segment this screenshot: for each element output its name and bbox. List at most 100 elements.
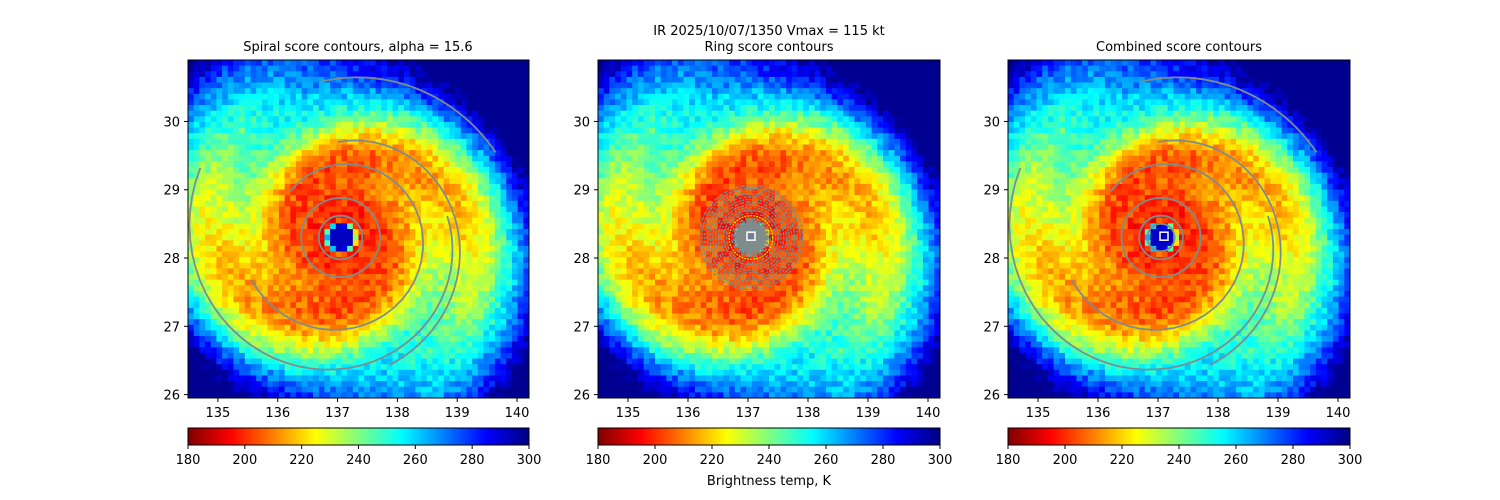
ir-pixel xyxy=(199,307,206,315)
ir-pixel xyxy=(330,262,337,270)
ir-pixel xyxy=(290,381,297,388)
ir-pixel xyxy=(426,217,433,224)
ir-pixel xyxy=(239,60,246,67)
ir-pixel xyxy=(900,138,907,146)
ir-pixel xyxy=(523,206,529,213)
ir-pixel xyxy=(392,144,399,151)
ir-pixel xyxy=(267,381,274,388)
x-axis-spiral: 135 136 137 138 139 140 xyxy=(205,398,529,421)
ir-pixel xyxy=(928,138,935,146)
ir-pixel xyxy=(210,105,218,112)
ir-pixel xyxy=(330,307,337,315)
ir-pixel xyxy=(746,93,753,101)
ir-pixel xyxy=(774,144,781,151)
ir-pixel xyxy=(199,240,206,247)
ir-pixel xyxy=(797,178,804,185)
ir-pixel xyxy=(637,71,645,78)
ir-pixel xyxy=(330,358,337,365)
ir-pixel xyxy=(494,99,502,106)
ir-pixel xyxy=(421,138,428,146)
ir-pixel xyxy=(506,375,513,382)
ir-pixel xyxy=(369,183,377,191)
ir-pixel xyxy=(244,105,252,112)
ir-pixel xyxy=(483,121,490,129)
ir-pixel xyxy=(489,206,496,213)
ir-pixel xyxy=(911,178,918,185)
ir-pixel xyxy=(318,369,325,377)
ir-pixel xyxy=(734,88,742,95)
ir-pixel xyxy=(188,336,195,343)
ir-pixel xyxy=(723,99,730,106)
ir-pixel xyxy=(330,279,337,286)
ir-pixel xyxy=(386,240,394,247)
ir-pixel xyxy=(386,116,394,123)
ir-pixel xyxy=(888,172,895,179)
ir-pixel xyxy=(848,82,856,89)
ir-pixel xyxy=(517,392,524,398)
ir-pixel xyxy=(494,93,502,101)
ir-pixel xyxy=(438,324,445,331)
ir-pixel xyxy=(489,381,496,388)
ir-pixel xyxy=(352,302,360,309)
ir-pixel xyxy=(188,290,195,298)
ir-pixel xyxy=(814,88,821,95)
ir-pixel xyxy=(700,71,707,78)
ir-pixel xyxy=(244,381,252,388)
ir-pixel xyxy=(398,392,405,398)
ir-pixel xyxy=(632,133,639,140)
ir-pixel xyxy=(381,381,388,388)
ir-pixel xyxy=(335,341,343,348)
ir-pixel xyxy=(205,364,212,371)
ir-pixel xyxy=(922,65,930,72)
ir-pixel xyxy=(318,341,325,348)
ir-pixel xyxy=(239,274,246,281)
ir-pixel xyxy=(455,110,462,117)
ir-pixel xyxy=(307,71,314,78)
ir-pixel xyxy=(273,386,280,393)
ir-pixel xyxy=(706,99,713,106)
ir-pixel xyxy=(466,262,473,270)
ir-pixel xyxy=(626,60,633,67)
ir-pixel xyxy=(700,60,707,67)
colorbar-tick-label: 220 xyxy=(289,453,314,468)
ir-pixel xyxy=(227,279,235,286)
ir-pixel xyxy=(426,105,433,112)
ir-pixel xyxy=(905,150,913,157)
ir-pixel xyxy=(313,76,320,84)
ir-pixel xyxy=(216,217,223,224)
ir-pixel xyxy=(239,229,246,236)
ir-pixel xyxy=(318,105,325,112)
ir-pixel xyxy=(746,178,753,185)
ir-pixel xyxy=(603,150,610,157)
ir-pixel xyxy=(222,150,229,157)
ir-pixel xyxy=(318,189,325,196)
ir-pixel xyxy=(301,178,308,185)
ir-pixel xyxy=(295,364,303,371)
ir-pixel xyxy=(409,290,416,298)
ir-pixel xyxy=(677,167,685,174)
ir-pixel xyxy=(683,60,690,67)
ir-pixel xyxy=(860,150,867,157)
ir-pixel xyxy=(210,110,218,117)
ir-pixel xyxy=(449,93,456,101)
ir-pixel xyxy=(826,161,833,168)
ir-pixel xyxy=(273,167,280,174)
ir-pixel xyxy=(615,99,622,106)
ir-pixel xyxy=(477,127,485,134)
ir-pixel xyxy=(199,257,206,264)
ir-pixel xyxy=(335,352,343,360)
ir-pixel xyxy=(922,93,930,101)
ir-pixel xyxy=(392,133,399,140)
ir-pixel xyxy=(233,60,240,67)
ir-pixel xyxy=(352,257,360,264)
ir-pixel xyxy=(523,324,529,331)
ir-pixel xyxy=(330,93,337,101)
ir-pixel xyxy=(700,172,707,179)
ir-pixel xyxy=(222,88,229,95)
ir-pixel xyxy=(341,364,348,371)
ir-pixel xyxy=(392,279,399,286)
ir-pixel xyxy=(808,60,816,67)
ir-pixel xyxy=(403,302,411,309)
ir-pixel xyxy=(318,364,325,371)
ir-pixel xyxy=(341,167,348,174)
